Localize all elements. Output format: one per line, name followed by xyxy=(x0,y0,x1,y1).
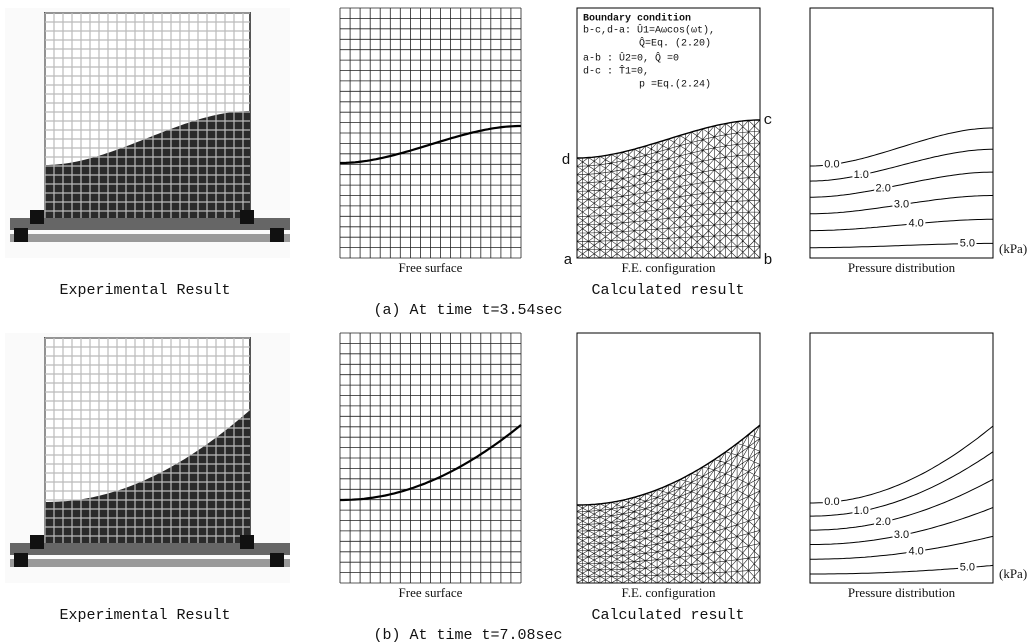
support xyxy=(14,553,28,567)
caption: Pressure distribution xyxy=(848,585,956,600)
experimental-photo xyxy=(5,333,290,583)
caption: F.E. configuration xyxy=(622,585,716,600)
contour-line xyxy=(810,425,994,504)
boundary-line: Q̂=Eq. (2.20) xyxy=(639,35,711,49)
contour-label: 3.0 xyxy=(894,199,909,211)
corner-label: d xyxy=(561,152,570,169)
free-surface-curve xyxy=(340,124,521,165)
base-foot xyxy=(10,234,290,242)
unit-label: (kPa) xyxy=(999,241,1027,256)
support xyxy=(30,210,44,224)
corner-label: c xyxy=(763,112,772,129)
support xyxy=(270,553,284,567)
caption: Calculated result xyxy=(591,607,744,624)
caption: Calculated result xyxy=(591,282,744,299)
experimental-photo xyxy=(5,8,290,258)
fe-mesh xyxy=(576,424,761,584)
contour-label: 0.0 xyxy=(824,158,839,170)
contour-line xyxy=(810,451,994,517)
support xyxy=(240,535,254,549)
fe-surface xyxy=(577,424,761,506)
contour-line xyxy=(809,148,993,182)
base xyxy=(10,218,290,230)
water xyxy=(45,410,250,543)
contour-label: 1.0 xyxy=(854,505,869,517)
contour-label: 1.0 xyxy=(854,169,869,181)
contour-label: 4.0 xyxy=(908,545,923,557)
support xyxy=(240,210,254,224)
caption: Pressure distribution xyxy=(848,260,956,275)
contour-line xyxy=(810,242,993,249)
contour-label: 3.0 xyxy=(894,529,909,541)
contour-line xyxy=(810,478,994,531)
mesh-grid xyxy=(339,7,522,259)
contour-label: 2.0 xyxy=(876,182,891,194)
caption: Free surface xyxy=(399,260,463,275)
pressure-box xyxy=(809,7,994,259)
boundary-line: p =Eq.(2.24) xyxy=(639,79,711,91)
boundary-line: a-b : Û2=0, Q̂ =0 xyxy=(583,50,679,64)
contour-label: 5.0 xyxy=(960,238,975,250)
contour-line xyxy=(810,535,994,560)
contour-line xyxy=(810,127,993,167)
base xyxy=(10,543,290,555)
unit-label: (kPa) xyxy=(999,566,1027,581)
free-surface-curve xyxy=(340,424,522,502)
contour-line xyxy=(810,564,994,575)
time-caption: (b) At time t=7.08sec xyxy=(373,627,562,642)
pressure-box xyxy=(809,332,994,584)
caption: F.E. configuration xyxy=(622,260,716,275)
boundary-line: d-c : T̂1=0, xyxy=(583,63,649,77)
water xyxy=(45,111,250,218)
contour-line xyxy=(810,507,994,545)
caption: Experimental Result xyxy=(59,282,230,299)
contour-line xyxy=(810,218,993,232)
time-caption: (a) At time t=3.54sec xyxy=(373,302,562,319)
tank-grid xyxy=(44,12,250,218)
contour-label: 4.0 xyxy=(908,218,923,230)
corner-label: b xyxy=(763,252,772,269)
base-foot xyxy=(10,559,290,567)
fe-surface xyxy=(577,119,760,159)
caption: Free surface xyxy=(399,585,463,600)
corner-label: a xyxy=(563,252,572,269)
contour-line xyxy=(810,195,993,215)
caption: Experimental Result xyxy=(59,607,230,624)
boundary-title: Boundary condition xyxy=(583,13,691,25)
tank-grid xyxy=(44,337,250,543)
contour-line xyxy=(810,171,993,198)
support xyxy=(30,535,44,549)
contour-label: 2.0 xyxy=(876,516,891,528)
mesh-grid xyxy=(339,332,522,584)
contour-label: 0.0 xyxy=(824,496,839,508)
fe-mesh xyxy=(576,119,761,259)
support xyxy=(270,228,284,242)
contour-label: 5.0 xyxy=(960,562,975,574)
boundary-line: b-c,d-a: Û1=Aωcos(ωt), xyxy=(583,23,715,37)
support xyxy=(14,228,28,242)
